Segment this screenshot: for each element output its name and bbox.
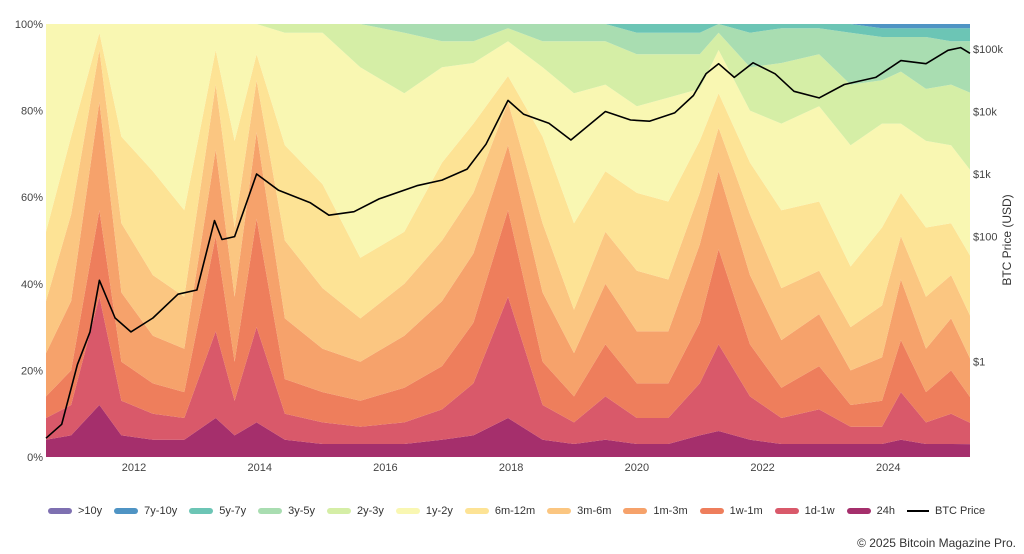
legend-swatch (258, 508, 283, 514)
y-tick-label-left: 100% (15, 19, 43, 31)
legend-label: 1y-2y (425, 505, 453, 517)
legend-item[interactable]: 1m-3m (623, 505, 688, 517)
y-tick-label-right: $100 (973, 232, 997, 244)
legend-item[interactable]: 1y-2y (395, 505, 453, 517)
legend-label: 7y-10y (144, 505, 178, 517)
y-tick-label-right: $100k (973, 44, 1003, 56)
legend-label: 1m-3m (653, 505, 688, 517)
x-tick-label: 2020 (625, 462, 649, 474)
legend-label: >10y (78, 505, 103, 517)
area-1w-1m (46, 210, 970, 427)
legend-item[interactable]: 6m-12m (464, 505, 536, 517)
legend-item[interactable]: 7y-10y (114, 505, 177, 517)
legend-label: BTC Price (934, 505, 986, 517)
legend-label: 2y-3y (357, 505, 384, 517)
area-5y-7y (46, 24, 970, 42)
legend-item[interactable]: >10y (48, 505, 102, 517)
area-2y-3y (46, 24, 970, 170)
legend-item[interactable]: 1w-1m (699, 505, 763, 517)
y-tick-label-right: $1k (973, 169, 991, 181)
legend-swatch (48, 508, 72, 514)
legend-item[interactable]: 1d-1w (774, 505, 835, 517)
legend-label: 3m-6m (577, 505, 612, 517)
legend-item[interactable]: 3y-5y (258, 505, 315, 517)
legend-label: 1w-1m (729, 505, 763, 517)
legend-swatch (774, 508, 799, 514)
y-tick-label-right: $1 (973, 357, 985, 369)
y-tick-label-left: 40% (21, 279, 43, 291)
area-1m-3m (46, 101, 970, 406)
x-tick-label: 2012 (122, 462, 146, 474)
legend-item[interactable]: 3m-6m (547, 505, 611, 517)
area-24h (46, 405, 970, 457)
stacked-areas (46, 24, 970, 457)
y-tick-label-left: 20% (21, 365, 43, 377)
y-axis-left: 100% 80% 60% 40% 20% 0% (15, 19, 43, 464)
x-tick-label: 2018 (499, 462, 523, 474)
legend-item[interactable]: 2y-3y (327, 505, 384, 517)
area-3y-5y (46, 24, 970, 93)
area-3m-6m (46, 50, 970, 371)
legend-swatch (464, 508, 489, 514)
area-1y-2y (46, 24, 970, 267)
area-6m-12m (46, 32, 970, 328)
x-tick-label: 2024 (876, 462, 900, 474)
x-tick-label: 2022 (750, 462, 774, 474)
area-1d-1w (46, 296, 970, 445)
chart: 2012 2014 2016 2018 2020 2022 2024 100% 80% 60% 4… (15, 19, 1014, 474)
legend-swatch (699, 508, 724, 514)
y-tick-label-right: $10k (973, 106, 997, 118)
legend: >10y 7y-10y 5y-7y 3y-5y 2y-3y 1y-2y 6m-12m 3m-6… (48, 505, 997, 517)
legend-swatch (846, 508, 871, 514)
y-axis-right-title: BTC Price (USD) (1000, 194, 1014, 285)
legend-label: 24h (876, 505, 895, 517)
legend-swatch (547, 508, 572, 514)
legend-line-swatch (906, 510, 929, 512)
legend-swatch (189, 508, 214, 514)
legend-item[interactable]: 24h (846, 505, 895, 517)
btc-price-line (45, 46, 971, 439)
y-tick-label-left: 0% (27, 452, 43, 464)
legend-swatch (395, 508, 420, 514)
legend-item-btc-price[interactable]: BTC Price (906, 505, 986, 517)
legend-label: 6m-12m (494, 505, 536, 517)
legend-label: 1d-1w (804, 505, 835, 517)
x-tick-label: 2014 (247, 462, 271, 474)
copyright-text: © 2025 Bitcoin Magazine Pro. (857, 536, 1016, 550)
legend-label: 5y-7y (219, 505, 247, 517)
y-tick-label-left: 60% (21, 192, 43, 204)
x-axis: 2012 2014 2016 2018 2020 2022 2024 (122, 462, 901, 474)
y-axis-right: $100k $10k $1k $100 $1 (973, 44, 1003, 369)
legend-item[interactable]: 5y-7y (189, 505, 246, 517)
price-line-layer (45, 46, 971, 439)
legend-swatch (623, 508, 648, 514)
legend-label: 3y-5y (288, 505, 316, 517)
area-7y-10y (46, 24, 970, 29)
x-tick-label: 2016 (373, 462, 397, 474)
y-tick-label-left: 80% (21, 106, 43, 118)
legend-swatch (114, 508, 139, 514)
legend-swatch (327, 508, 352, 514)
